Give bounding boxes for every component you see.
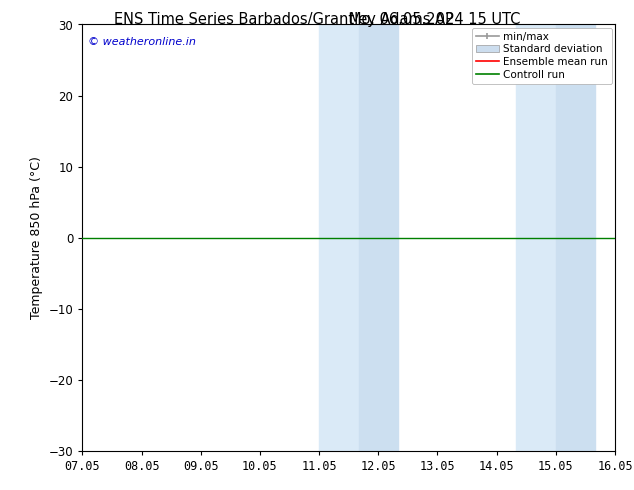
Text: © weatheronline.in: © weatheronline.in xyxy=(87,37,196,48)
Legend: min/max, Standard deviation, Ensemble mean run, Controll run: min/max, Standard deviation, Ensemble me… xyxy=(472,27,612,84)
Bar xyxy=(516,24,556,451)
Text: Mo. 06.05.2024 15 UTC: Mo. 06.05.2024 15 UTC xyxy=(349,12,520,27)
Text: ENS Time Series Barbados/Grantley Adams AP: ENS Time Series Barbados/Grantley Adams … xyxy=(114,12,454,27)
Y-axis label: Temperature 850 hPa (°C): Temperature 850 hPa (°C) xyxy=(30,156,43,319)
Bar xyxy=(556,24,595,451)
Bar xyxy=(319,24,359,451)
Bar xyxy=(359,24,398,451)
